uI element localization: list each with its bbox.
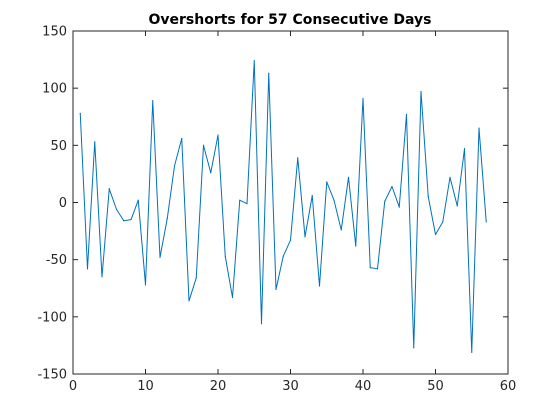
data-point xyxy=(376,268,379,270)
y-axis: -150 -100 -50 0 50 100 150 xyxy=(37,25,508,383)
data-point xyxy=(311,195,313,197)
data-point xyxy=(231,296,234,298)
y-tick-label: 100 xyxy=(42,82,67,97)
data-point xyxy=(202,144,205,146)
x-tick-label: 30 xyxy=(282,379,299,394)
x-tick-label: 40 xyxy=(355,379,372,394)
y-tick-label: 50 xyxy=(50,139,67,154)
x-tick-label: 50 xyxy=(427,379,444,394)
data-point xyxy=(456,205,458,207)
data-point xyxy=(152,100,154,102)
data-point xyxy=(434,233,437,236)
y-tick-label: -100 xyxy=(37,310,67,325)
data-point xyxy=(101,276,103,278)
data-point xyxy=(173,165,176,167)
data-point xyxy=(449,176,451,178)
data-point xyxy=(318,285,321,287)
data-point xyxy=(282,255,284,257)
data-point xyxy=(355,245,357,247)
data-point xyxy=(326,181,328,183)
x-tick-label: 10 xyxy=(137,379,154,394)
data-point xyxy=(471,351,473,353)
data-point xyxy=(413,347,415,349)
x-axis: 0 10 20 30 40 50 60 xyxy=(69,31,516,394)
data-point xyxy=(304,236,306,238)
data-point xyxy=(79,112,81,114)
data-point xyxy=(333,199,335,201)
y-tick-label: -150 xyxy=(37,368,67,383)
data-point xyxy=(362,97,364,100)
data-point xyxy=(246,203,248,205)
data-point xyxy=(94,141,96,143)
data-point xyxy=(217,134,219,136)
data-point xyxy=(260,323,263,325)
data-point xyxy=(485,221,487,223)
y-tick-label: -50 xyxy=(46,253,67,268)
data-point xyxy=(253,60,255,62)
data-point xyxy=(137,199,139,201)
data-point xyxy=(159,256,161,258)
data-point xyxy=(391,185,393,188)
data-point xyxy=(130,219,132,221)
data-point xyxy=(405,113,408,116)
data-point xyxy=(86,268,89,270)
data-point xyxy=(144,284,147,286)
data-point xyxy=(108,188,110,190)
data-point xyxy=(463,148,466,150)
data-point xyxy=(442,221,444,223)
data-point xyxy=(297,157,299,159)
data-point xyxy=(420,90,422,93)
series-line xyxy=(79,60,487,353)
data-point xyxy=(340,229,342,231)
y-tick-label: 150 xyxy=(42,25,67,40)
data-point xyxy=(210,172,212,174)
series-group xyxy=(79,60,487,353)
data-point xyxy=(188,300,190,302)
y-tick-label: 0 xyxy=(59,196,67,211)
data-point xyxy=(268,72,270,74)
x-tick-label: 20 xyxy=(210,379,227,394)
data-point xyxy=(427,196,429,198)
data-point xyxy=(224,255,226,257)
data-point xyxy=(166,217,168,220)
data-point xyxy=(369,267,371,269)
data-point xyxy=(478,127,480,129)
data-point xyxy=(239,199,241,201)
data-point xyxy=(398,206,400,208)
chart-title: Overshorts for 57 Consecutive Days xyxy=(148,12,431,28)
x-tick-label: 0 xyxy=(69,379,77,394)
data-point xyxy=(275,288,277,290)
data-point xyxy=(115,208,118,210)
data-point xyxy=(181,137,183,140)
data-point xyxy=(195,277,197,279)
data-point xyxy=(384,200,386,202)
data-point xyxy=(289,239,292,241)
data-point xyxy=(123,220,125,222)
x-tick-label: 60 xyxy=(500,379,517,394)
data-point xyxy=(347,176,350,178)
